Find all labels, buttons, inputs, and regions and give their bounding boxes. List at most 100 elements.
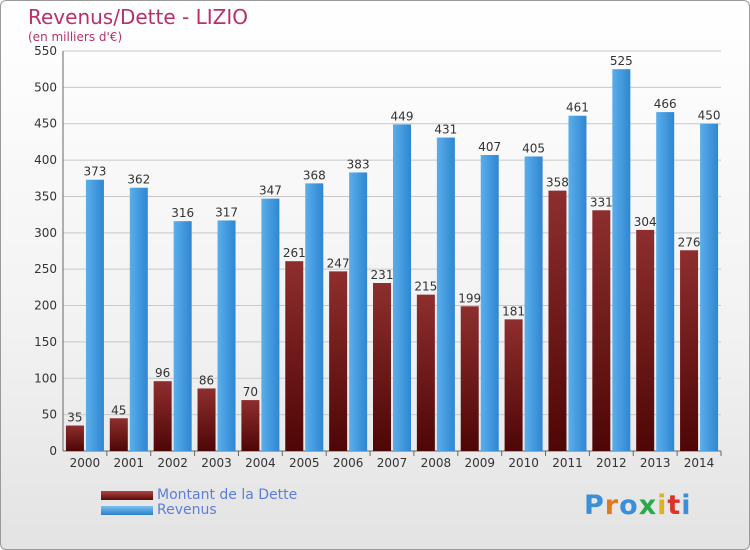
x-tick-label: 2001 [114, 456, 145, 470]
chart-title: Revenus/Dette - LIZIO [28, 5, 248, 29]
legend-label-revenue: Revenus [157, 502, 217, 518]
bar-debt [680, 250, 699, 451]
bar-debt [109, 418, 128, 451]
logo-letter: i [681, 490, 692, 521]
data-label-debt: 358 [546, 176, 569, 190]
y-tick-label: 50 [42, 408, 57, 422]
data-label-debt: 181 [502, 304, 525, 318]
y-tick-label: 500 [34, 80, 57, 94]
bar-debt [373, 283, 391, 451]
bar-revenue [568, 115, 587, 452]
data-label-revenue: 362 [127, 173, 150, 187]
data-label-revenue: 368 [303, 168, 326, 182]
x-tick-label: 2002 [157, 456, 188, 470]
data-label-debt: 215 [414, 280, 437, 294]
x-tick-label: 2007 [377, 456, 408, 470]
y-tick-label: 300 [34, 226, 57, 240]
bar-revenue [524, 156, 543, 452]
bar-revenue [656, 112, 675, 451]
legend-item-debt: Montant de la Dette [101, 487, 297, 503]
legend-swatch-revenue [101, 505, 153, 515]
y-tick-label: 350 [34, 189, 57, 203]
x-tick-label: 2009 [464, 456, 495, 470]
data-label-revenue: 461 [566, 101, 589, 115]
logo-letter: x [638, 490, 658, 521]
legend-swatch-debt [101, 490, 153, 500]
bar-revenue [261, 198, 280, 451]
logo-letter: t [667, 490, 682, 521]
logo-letter: r [604, 490, 620, 521]
logo-letter: o [619, 490, 639, 521]
data-label-revenue: 407 [478, 140, 501, 154]
bar-debt [416, 294, 435, 451]
x-tick-label: 2008 [421, 456, 452, 470]
x-tick-label: 2011 [552, 456, 583, 470]
data-label-debt: 304 [634, 215, 657, 229]
data-label-revenue: 450 [698, 109, 721, 123]
legend-label-debt: Montant de la Dette [157, 487, 298, 503]
bar-revenue [700, 123, 719, 452]
y-tick-label: 250 [34, 262, 57, 276]
x-tick-label: 2014 [684, 456, 715, 470]
data-label-debt: 86 [199, 373, 214, 387]
data-label-revenue: 316 [171, 206, 194, 220]
data-label-debt: 331 [590, 195, 613, 209]
y-tick-label: 400 [34, 153, 57, 167]
legend-item-revenue: Revenus [101, 502, 217, 518]
data-label-debt: 45 [111, 403, 126, 417]
x-tick-label: 2004 [245, 456, 276, 470]
data-label-revenue: 449 [391, 109, 414, 123]
bar-debt [460, 306, 479, 451]
data-label-debt: 70 [243, 385, 258, 399]
data-label-debt: 276 [678, 235, 701, 249]
bar-revenue [129, 187, 148, 451]
bar-revenue [436, 137, 455, 451]
bar-debt [241, 400, 260, 451]
data-label-debt: 35 [67, 411, 82, 425]
bar-revenue [85, 179, 104, 451]
x-tick-label: 2010 [508, 456, 539, 470]
x-tick-label: 2000 [70, 456, 101, 470]
bar-debt [636, 229, 655, 451]
x-tick-label: 2012 [596, 456, 627, 470]
data-label-revenue: 525 [610, 54, 633, 68]
data-label-debt: 199 [458, 291, 481, 305]
x-tick-label: 2006 [333, 456, 364, 470]
bar-revenue [349, 172, 368, 452]
bar-debt [592, 210, 611, 451]
logo-letter: P [584, 490, 605, 521]
bar-debt [504, 319, 523, 451]
y-tick-label: 0 [49, 444, 57, 458]
x-tick-label: 2013 [640, 456, 671, 470]
x-tick-label: 2003 [201, 456, 232, 470]
bar-debt [329, 271, 348, 451]
data-label-revenue: 347 [259, 184, 282, 198]
chart-subtitle: (en milliers d'€) [28, 30, 123, 44]
data-label-revenue: 383 [347, 157, 370, 171]
data-label-debt: 231 [371, 268, 394, 282]
bar-revenue [480, 155, 499, 451]
data-label-revenue: 373 [83, 165, 106, 179]
bar-revenue [173, 221, 192, 451]
y-tick-label: 100 [34, 371, 57, 385]
data-label-revenue: 431 [434, 123, 457, 137]
bar-debt [197, 388, 216, 451]
y-tick-label: 550 [34, 44, 57, 58]
data-label-revenue: 405 [522, 141, 545, 155]
bar-revenue [305, 183, 324, 451]
bar-debt [65, 425, 84, 451]
bar-debt [153, 381, 172, 451]
proxiti-logo: Proxiti [584, 490, 692, 521]
data-label-debt: 96 [155, 366, 170, 380]
x-tick-label: 2005 [289, 456, 320, 470]
data-label-debt: 247 [327, 256, 350, 270]
data-label-revenue: 317 [215, 205, 238, 219]
bar-revenue [612, 69, 631, 451]
data-label-debt: 261 [283, 246, 306, 260]
logo-letter: i [657, 490, 668, 521]
data-label-revenue: 466 [654, 97, 677, 111]
bar-debt [548, 190, 567, 452]
bar-revenue [217, 220, 236, 451]
